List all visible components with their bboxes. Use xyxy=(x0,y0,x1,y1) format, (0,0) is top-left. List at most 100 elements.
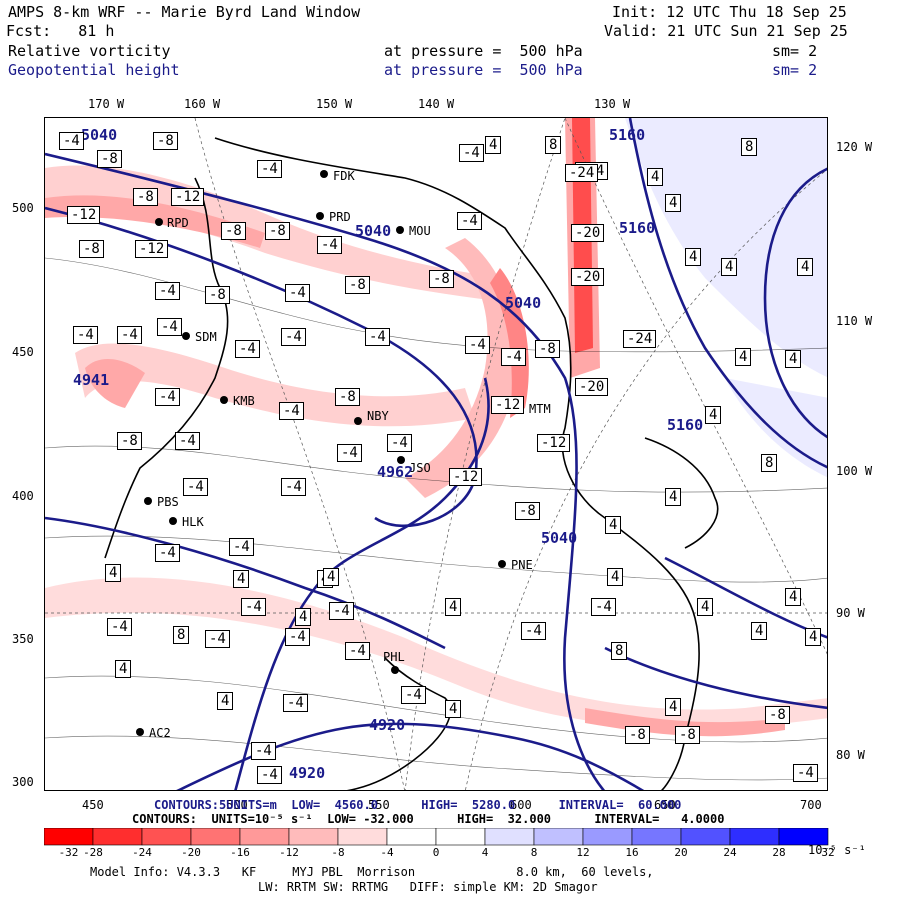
colorbar-units: 10⁻⁵ s⁻¹ xyxy=(808,843,866,857)
vorticity-contour-label: 8 xyxy=(761,454,778,472)
vorticity-contour-label: 4 xyxy=(785,588,802,606)
bottom-axis-label: 700 xyxy=(800,798,822,812)
left-axis-label: 500 xyxy=(12,201,34,215)
height-contour-label: 5160 xyxy=(619,219,656,237)
colorbar-swatch xyxy=(778,828,829,846)
height-contour-label: 4920 xyxy=(369,716,406,734)
top-axis-label: 170 W xyxy=(88,97,125,111)
vorticity-contour-label: -8 xyxy=(345,276,370,294)
vorticity-contour-label: -4 xyxy=(401,686,426,704)
vorticity-contour-label: -4 xyxy=(501,348,526,366)
colorbar-tick-label: -8 xyxy=(331,846,345,859)
colorbar-swatch xyxy=(484,828,535,846)
bottom-axis-label: 550 xyxy=(368,798,390,812)
vorticity-contour-label: 4 xyxy=(233,570,250,588)
vorticity-contour-label: 4 xyxy=(805,628,822,646)
height-contour-label: 4962 xyxy=(377,463,414,481)
vorticity-contour-label: 4 xyxy=(785,350,802,368)
vorticity-contour-label: -4 xyxy=(279,402,304,420)
height-contour-info: CONTOURS:5UNITS=m LOW= 4560.0 HIGH= 5280… xyxy=(154,798,682,812)
vorticity-contour-label: -4 xyxy=(591,598,616,616)
bottom-axis-label: 500 xyxy=(226,798,248,812)
vorticity-contour-label: 4 xyxy=(605,516,622,534)
station-label: RPD xyxy=(167,216,189,230)
station-label: KMB xyxy=(233,394,255,408)
vorticity-contour-label: -4 xyxy=(257,160,282,178)
top-axis-label: 140 W xyxy=(418,97,455,111)
vorticity-contour-label: -4 xyxy=(521,622,546,640)
vorticity-contour-label: -4 xyxy=(793,764,818,782)
colorbar-swatch xyxy=(337,828,388,846)
map-canvas xyxy=(45,118,827,790)
field1-name: Relative vorticity xyxy=(8,42,171,60)
vorticity-contour-label: -4 xyxy=(251,742,276,760)
station-label: MTM xyxy=(529,402,551,416)
vorticity-contour-label: 4 xyxy=(797,258,814,276)
colorbar-tick-label: -28 xyxy=(83,846,103,859)
vorticity-contour-label: -4 xyxy=(155,388,180,406)
colorbar-tick-label: 32 xyxy=(821,846,835,859)
vorticity-contour-label: 8 xyxy=(611,642,628,660)
right-axis-label: 110 W xyxy=(836,314,873,328)
vorticity-contour-info: CONTOURS: UNITS=10⁻⁵ s⁻¹ LOW= -32.000 HI… xyxy=(132,812,725,826)
colorbar-tick-label: -12 xyxy=(279,846,299,859)
colorbar-tick-label: 24 xyxy=(723,846,737,859)
station-label: AC2 xyxy=(149,726,171,740)
height-contour-label: 4941 xyxy=(73,371,110,389)
vorticity-contour-label: -8 xyxy=(117,432,142,450)
right-axis-label: 120 W xyxy=(836,140,873,154)
colorbar-tick-label: 16 xyxy=(625,846,639,859)
vorticity-contour-label: 4 xyxy=(721,258,738,276)
height-contour-label: 5040 xyxy=(541,529,578,547)
physics-info: LW: RRTM SW: RRTMG DIFF: simple KM: 2D S… xyxy=(258,880,598,894)
vorticity-contour-label: -4 xyxy=(345,642,370,660)
field2-smooth: sm= 2 xyxy=(772,61,818,79)
colorbar-swatch xyxy=(729,828,780,846)
vorticity-contour-label: -4 xyxy=(241,598,266,616)
colorbar-swatch xyxy=(582,828,633,846)
colorbar-swatch xyxy=(141,828,192,846)
vorticity-colorbar xyxy=(44,828,829,846)
station-label: NBY xyxy=(367,409,389,423)
colorbar-tick-label: -24 xyxy=(132,846,152,859)
vorticity-contour-label: -4 xyxy=(317,236,342,254)
vorticity-contour-label: -4 xyxy=(465,336,490,354)
vorticity-contour-label: -8 xyxy=(535,340,560,358)
vorticity-contour-label: 4 xyxy=(105,564,122,582)
vorticity-contour-label: -4 xyxy=(205,630,230,648)
right-axis-label: 80 W xyxy=(836,748,865,762)
vorticity-contour-label: -8 xyxy=(335,388,360,406)
vorticity-contour-label: -8 xyxy=(625,726,650,744)
vorticity-contour-label: -8 xyxy=(133,188,158,206)
top-axis-label: 160 W xyxy=(184,97,221,111)
vorticity-contour-label: -8 xyxy=(429,270,454,288)
vorticity-contour-label: 4 xyxy=(665,698,682,716)
top-axis-label: 130 W xyxy=(594,97,631,111)
station-label: PNE xyxy=(511,558,533,572)
height-contour-label: 5040 xyxy=(81,126,118,144)
vorticity-contour-label: -4 xyxy=(337,444,362,462)
colorbar-swatch xyxy=(533,828,584,846)
vorticity-contour-label: -20 xyxy=(571,268,605,286)
colorbar-tick-label: 4 xyxy=(481,846,489,859)
map-title: AMPS 8-km WRF -- Marie Byrd Land Window xyxy=(8,3,361,21)
vorticity-contour-label: 4 xyxy=(685,248,702,266)
vorticity-contour-label: -4 xyxy=(73,326,98,344)
vorticity-contour-label: 4 xyxy=(665,194,682,212)
colorbar-swatch xyxy=(631,828,682,846)
field2-level: at pressure = 500 hPa xyxy=(384,61,583,79)
left-axis-label: 450 xyxy=(12,345,34,359)
vorticity-contour-label: -8 xyxy=(675,726,700,744)
vorticity-contour-label: 8 xyxy=(741,138,758,156)
vorticity-contour-label: 8 xyxy=(173,626,190,644)
vorticity-contour-label: -4 xyxy=(157,318,182,336)
vorticity-contour-label: 4 xyxy=(445,700,462,718)
vorticity-contour-label: -12 xyxy=(171,188,205,206)
vorticity-contour-label: 4 xyxy=(665,488,682,506)
right-axis-label: 100 W xyxy=(836,464,873,478)
colorbar-swatch xyxy=(190,828,241,846)
vorticity-contour-label: 4 xyxy=(735,348,752,366)
vorticity-contour-label: -8 xyxy=(79,240,104,258)
left-axis-label: 400 xyxy=(12,489,34,503)
station-label: PRD xyxy=(329,210,351,224)
